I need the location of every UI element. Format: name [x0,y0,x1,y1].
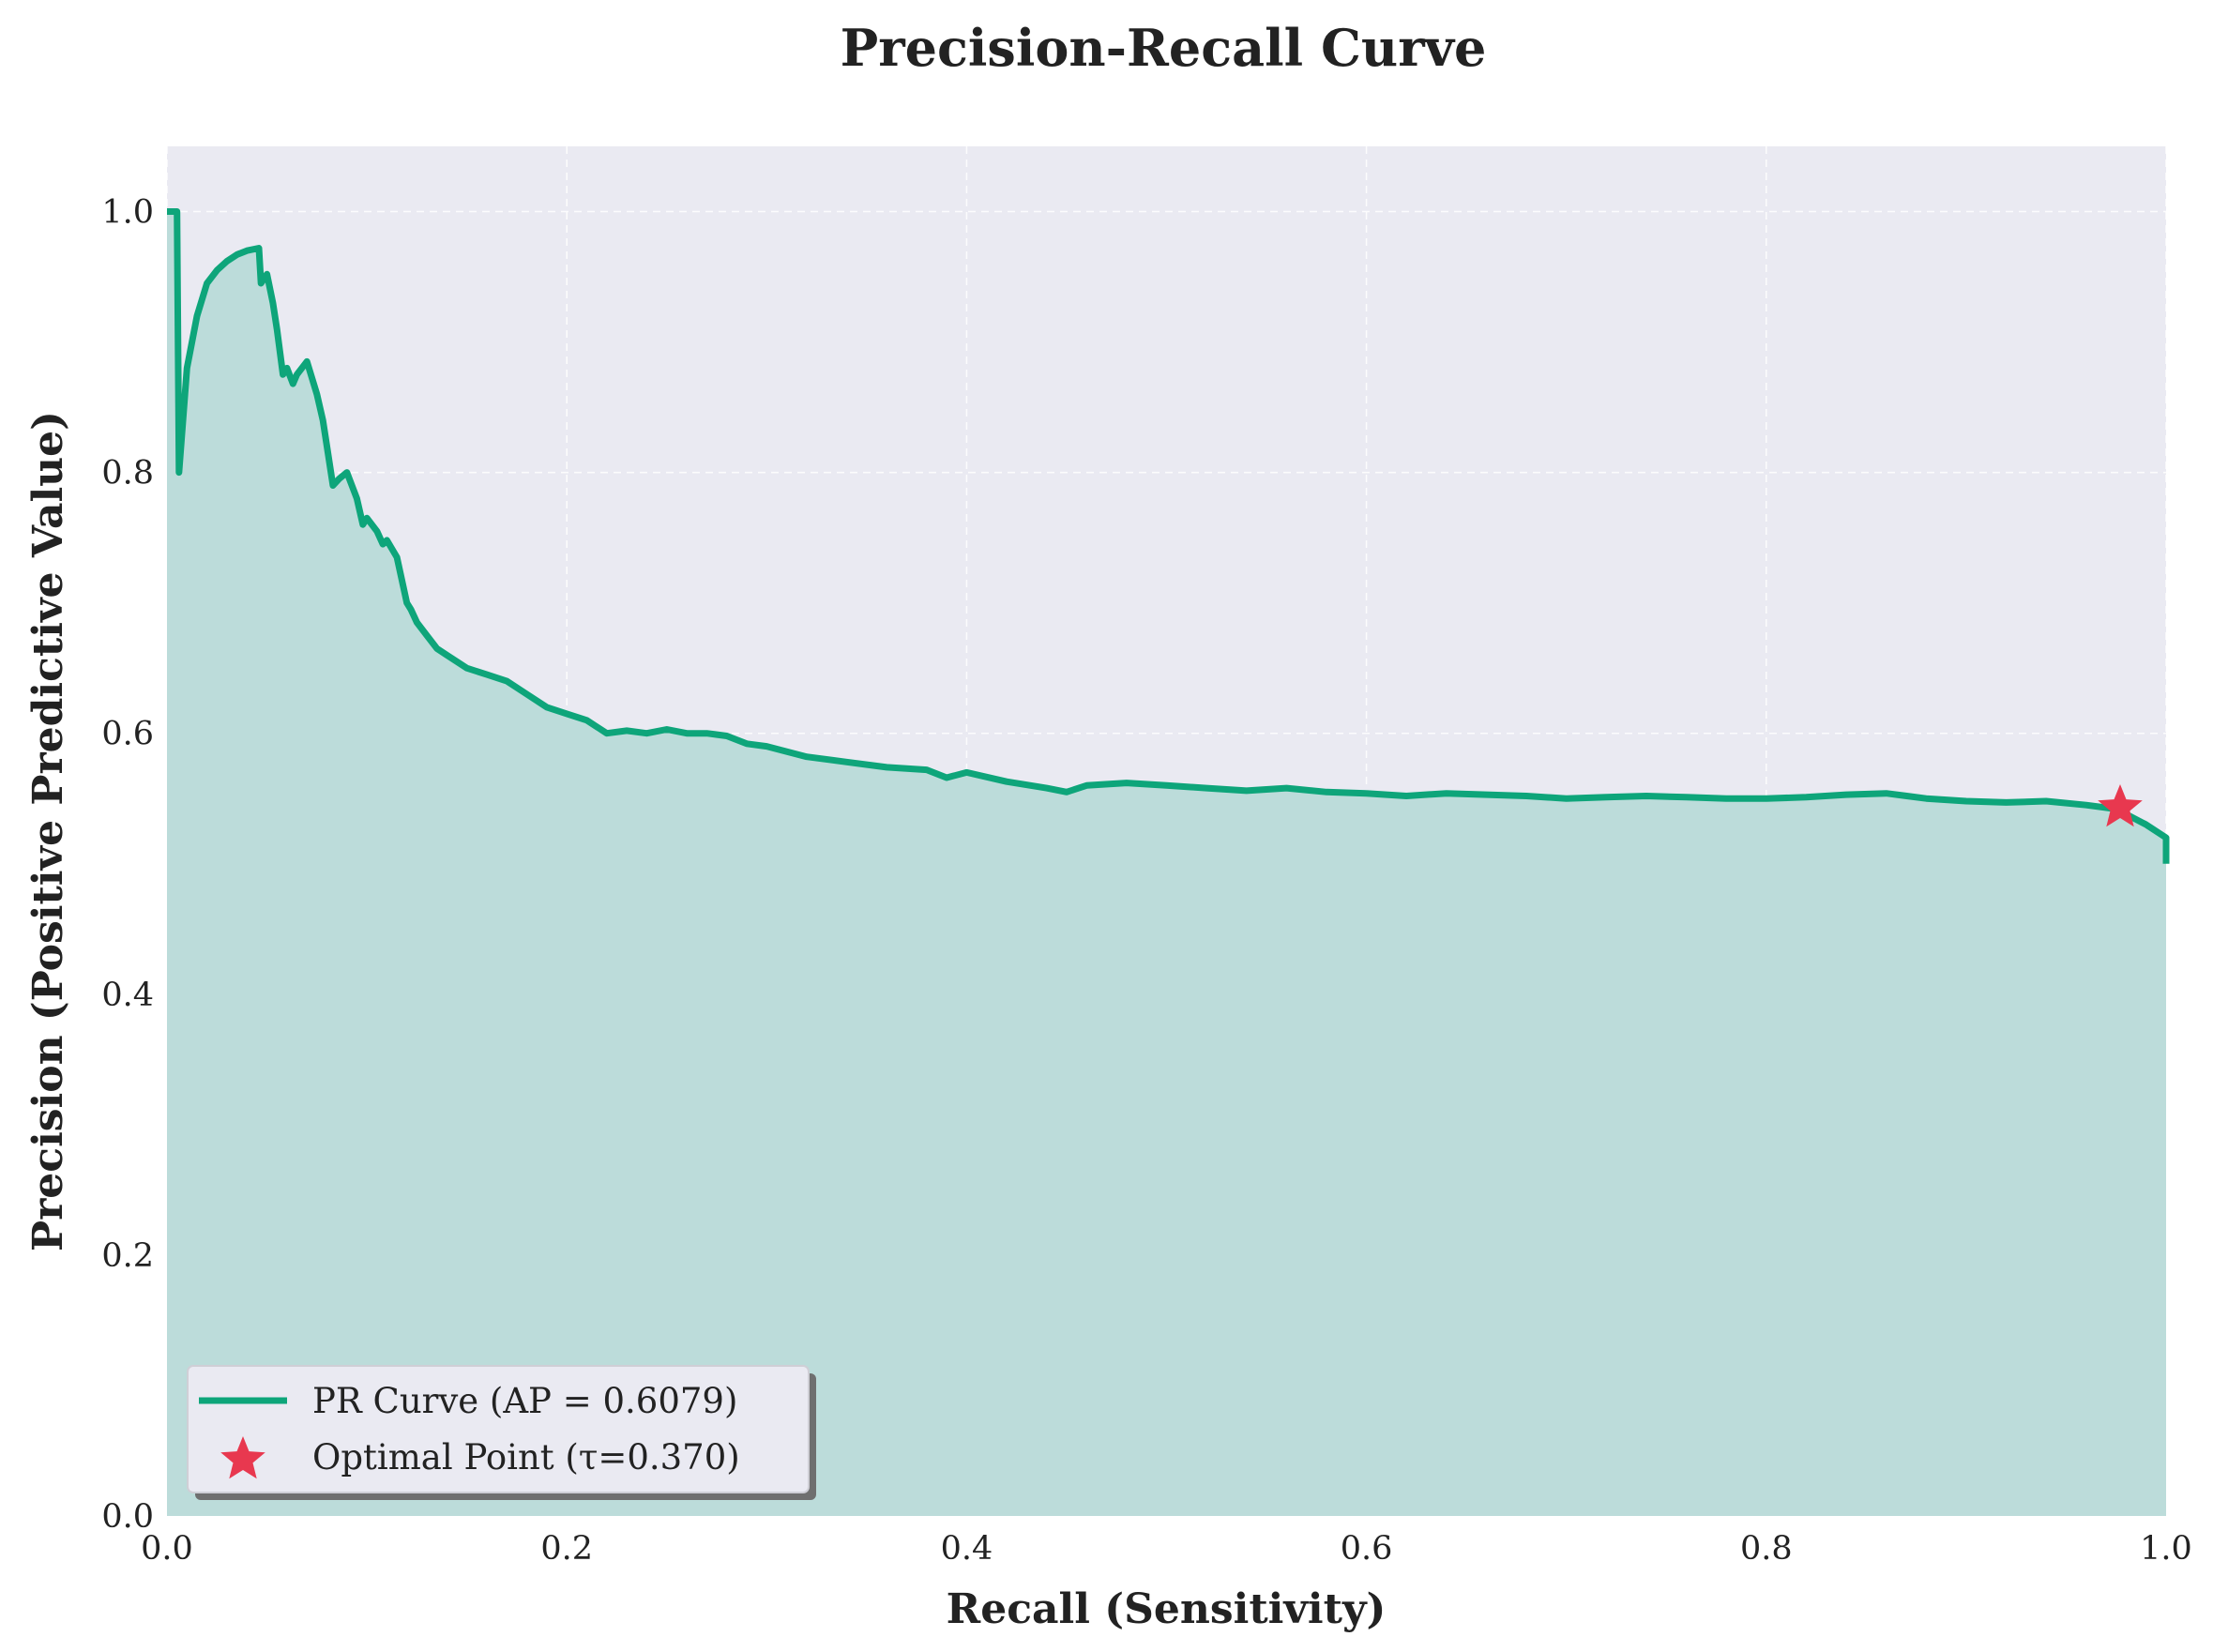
x-tick-label: 0.6 [1341,1530,1393,1568]
x-tick-label: 0.2 [540,1530,593,1568]
x-axis-label: Recall (Sensitivity) [947,1585,1387,1633]
legend-box [187,1365,810,1493]
x-tick-label: 0.4 [941,1530,993,1568]
y-tick-label: 0.0 [101,1498,154,1536]
y-tick-label: 0.6 [101,716,154,753]
y-tick-label: 1.0 [101,194,154,232]
legend-label-pr-curve: PR Curve (AP = 0.6079) [312,1381,737,1421]
chart-title: Precision-Recall Curve [841,18,1487,78]
pr-curve-line [167,208,2170,864]
x-tick-label: 0.0 [141,1530,193,1568]
y-tick-label: 0.4 [101,977,154,1014]
legend-label-optimal-point: Optimal Point (τ=0.370) [312,1437,740,1478]
optimal-point-marker [2098,784,2143,827]
x-tick-label: 1.0 [2140,1530,2192,1568]
legend: PR Curve (AP = 0.6079) Optimal Point (τ=… [187,1365,816,1500]
pr-curve-fill [167,211,2166,1516]
y-axis-label: Precision (Positive Predictive Value) [24,411,72,1251]
x-tick-label: 0.8 [1740,1530,1793,1568]
y-tick-label: 0.8 [101,455,154,493]
legend-star-icon [220,1436,265,1479]
x-axis-ticks: 0.0 0.2 0.4 0.6 0.8 1.0 [141,1530,2192,1568]
y-tick-label: 0.2 [101,1237,154,1275]
y-axis-ticks: 0.0 0.2 0.4 0.6 0.8 1.0 [101,194,154,1536]
